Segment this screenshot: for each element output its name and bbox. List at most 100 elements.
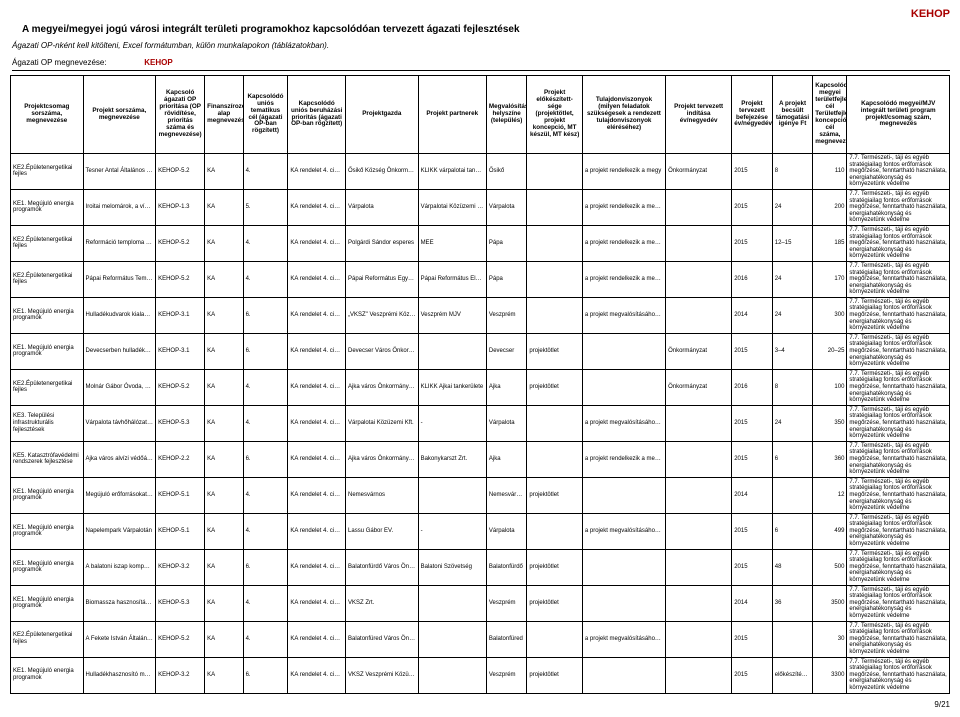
table-cell: 24	[772, 405, 813, 441]
table-cell: 7.7. Természeti-, táji és egyéb stratégi…	[847, 189, 950, 225]
table-cell: Ajka	[486, 441, 527, 477]
column-header: Megvalósítás helyszíne (település)	[486, 76, 527, 154]
table-cell	[666, 297, 732, 333]
table-cell: projektötlet	[527, 549, 582, 585]
table-cell: 4.	[243, 405, 288, 441]
table-cell: 36	[772, 585, 813, 621]
table-cell: KA rendelet 4. cikk c) iv.	[288, 657, 346, 693]
table-cell: KE1. Megújuló energia programok	[11, 657, 84, 693]
op-label: Ágazati OP megnevezése:	[12, 58, 142, 67]
table-cell: Várpalota	[486, 405, 527, 441]
table-cell: KA	[205, 369, 243, 405]
table-cell: KE5. Katasztrófavédelmi rendszerek fejle…	[11, 441, 84, 477]
table-cell: 2016	[732, 261, 773, 297]
table-cell: 24	[772, 297, 813, 333]
table-cell: 48	[772, 549, 813, 585]
table-cell: 360	[813, 441, 847, 477]
table-cell: KA	[205, 585, 243, 621]
table-cell: 4.	[243, 154, 288, 190]
table-cell: 24	[772, 189, 813, 225]
column-header: Kapcsolódó uniós tematikus cél (ágazati …	[243, 76, 288, 154]
page-number: 9/21	[10, 700, 950, 709]
table-cell: a projekt megvalósításához szükséges ter…	[582, 513, 665, 549]
table-cell: 6.	[243, 657, 288, 693]
table-cell: Lassu Gábor EV.	[346, 513, 419, 549]
table-cell	[666, 657, 732, 693]
table-cell: 2014	[732, 477, 773, 513]
table-cell: KEHOP-5.1	[156, 477, 205, 513]
table-row: KE2.Épületenergetikai fejlesPápai Reform…	[11, 261, 950, 297]
table-cell: a projekt megvalósításához szükséges ter…	[582, 405, 665, 441]
table-cell: Pápai Református Egyházköz	[346, 261, 419, 297]
table-cell: KEHOP-5.1	[156, 513, 205, 549]
table-cell	[418, 585, 486, 621]
table-cell: KEHOP-5.2	[156, 154, 205, 190]
table-cell: Reformáció temploma a Luth	[83, 225, 156, 261]
table-cell: KE1. Megújuló energia programok	[11, 585, 84, 621]
brand-label: KEHOP	[10, 8, 950, 20]
table-cell: 499	[813, 513, 847, 549]
table-cell: KA rendelet 4. cikk a) iv.	[288, 585, 346, 621]
table-cell: 200	[813, 189, 847, 225]
table-cell: 2015	[732, 333, 773, 369]
table-cell: MEE	[418, 225, 486, 261]
table-cell	[527, 154, 582, 190]
page-title: A megyei/megyei jogú városi integrált te…	[22, 24, 950, 35]
table-cell: KEHOP-3.2	[156, 549, 205, 585]
table-cell: Devecser Város Önkormányz	[346, 333, 419, 369]
table-cell: 2016	[732, 369, 773, 405]
table-cell: Balatonfüred	[486, 621, 527, 657]
table-cell	[582, 477, 665, 513]
table-cell: KE1. Megújuló energia programok	[11, 513, 84, 549]
column-header: Projekt előkészített-sége (projektötlet,…	[527, 76, 582, 154]
table-cell: 4.	[243, 261, 288, 297]
table-cell: VKSZ Veszprémi Közüzemi	[346, 657, 419, 693]
table-cell: Molnár Gábor Óvoda, Általán	[83, 369, 156, 405]
table-row: KE2.Épületenergetikai fejlesMolnár Gábor…	[11, 369, 950, 405]
table-cell	[666, 513, 732, 549]
table-cell: előkészítés: 24 hónap	[772, 657, 813, 693]
column-header: Finanszírozó alap megnevezése	[205, 76, 243, 154]
table-cell: KEHOP-5.3	[156, 585, 205, 621]
table-cell: Pápa	[486, 261, 527, 297]
main-table: Projektcsomag sorszáma, megnevezéseProje…	[10, 75, 950, 694]
table-cell: KA	[205, 441, 243, 477]
table-cell: 3500	[813, 585, 847, 621]
table-cell: 4.	[243, 585, 288, 621]
table-cell: KA rendelet 4. cikk a) iii.	[288, 369, 346, 405]
table-cell: 7.7. Természeti-, táji és egyéb stratégi…	[847, 369, 950, 405]
table-cell: KA rendelet 4. cikk b) i.	[288, 189, 346, 225]
table-cell	[418, 621, 486, 657]
op-line: Ágazati OP megnevezése: KEHOP	[12, 58, 950, 71]
column-header: A projekt becsült támogatási igénye Ft	[772, 76, 813, 154]
table-cell: Önkormányzat	[666, 154, 732, 190]
table-cell: 4.	[243, 477, 288, 513]
table-cell: Hulladékudvarok kialakítása	[83, 297, 156, 333]
table-cell: Veszprém MJV	[418, 297, 486, 333]
table-cell	[772, 621, 813, 657]
table-cell: Iroitai melomárok, a víztáro	[83, 189, 156, 225]
table-cell: 12	[813, 477, 847, 513]
column-header: Kapcsolódó megyei területfejlesztési cél…	[813, 76, 847, 154]
table-cell: 7.7. Természeti-, táji és egyéb stratégi…	[847, 441, 950, 477]
table-cell: KE2.Épületenergetikai fejles	[11, 369, 84, 405]
table-cell	[582, 657, 665, 693]
table-cell: Ajka város Önkormányzata	[346, 369, 419, 405]
table-cell: 100	[813, 369, 847, 405]
table-cell: 110	[813, 154, 847, 190]
table-cell: Napelempark Várpalotán	[83, 513, 156, 549]
table-cell	[582, 333, 665, 369]
table-cell: Várpalota	[346, 189, 419, 225]
table-cell: KEHOP-5.3	[156, 405, 205, 441]
table-cell: KEHOP-5.2	[156, 621, 205, 657]
table-cell: projektötlet	[527, 657, 582, 693]
table-cell: a projekt rendelkezik a megy	[582, 154, 665, 190]
table-cell	[527, 405, 582, 441]
table-cell	[527, 621, 582, 657]
table-cell: „VKSZ" Veszprémi Közüzemi	[346, 297, 419, 333]
table-cell: 2015	[732, 189, 773, 225]
table-cell: KEHOP-2.2	[156, 441, 205, 477]
table-cell: KA rendelet 4. cikk a) iii.	[288, 154, 346, 190]
table-cell: 7.7. Természeti-, táji és egyéb stratégi…	[847, 333, 950, 369]
table-cell: KEHOP-1.3	[156, 189, 205, 225]
